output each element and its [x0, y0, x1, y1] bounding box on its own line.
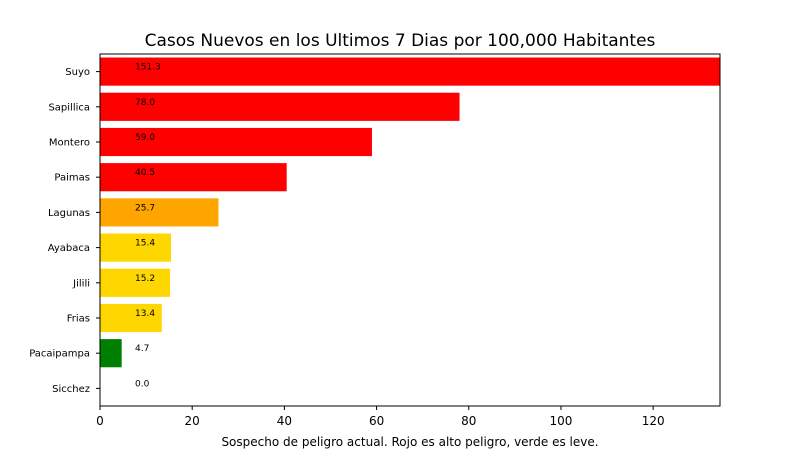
data-label-pacaipampa: 4.7: [135, 344, 149, 354]
data-label-lagunas: 25.7: [135, 203, 155, 213]
bar-sapillica: [100, 92, 460, 121]
x-tick-label: 80: [461, 414, 476, 428]
bar-suyo: [100, 57, 720, 86]
chart-title: Casos Nuevos en los Ultimos 7 Dias por 1…: [145, 31, 656, 51]
x-tick-label: 0: [96, 414, 104, 428]
bar-ayabaca: [100, 233, 171, 262]
bar-montero: [100, 127, 372, 157]
x-tick-label: 120: [642, 414, 665, 428]
y-tick-label-ayabaca: Ayabaca: [48, 243, 90, 254]
bar-frias: [100, 303, 162, 333]
y-tick-label-montero: Montero: [49, 138, 90, 149]
y-tick-label-jilili: Jilili: [72, 278, 90, 289]
y-tick-label-paimas: Paimas: [54, 173, 90, 184]
data-label-frias: 13.4: [135, 309, 155, 319]
bar-paimas: [100, 163, 287, 192]
x-tick-label: 100: [550, 414, 573, 428]
y-tick-label-frias: Frias: [67, 314, 90, 325]
data-label-sicchez: 0.0: [135, 379, 150, 389]
y-tick-label-suyo: Suyo: [65, 67, 90, 78]
data-label-montero: 59.0: [135, 133, 155, 143]
data-label-suyo: 151.3: [135, 63, 161, 73]
bar-jilili: [100, 268, 171, 297]
bar-pacaipampa: [100, 339, 122, 368]
plot-frame: [99, 53, 721, 407]
y-tick-label-pacaipampa: Pacaipampa: [29, 349, 90, 360]
x-axis-label: Sospecho de peligro actual. Rojo es alto…: [221, 435, 598, 449]
y-tick-label-sapillica: Sapillica: [48, 102, 90, 113]
data-label-jilili: 15.2: [135, 274, 155, 284]
x-tick-label: 60: [369, 414, 384, 428]
bar-lagunas: [100, 198, 219, 227]
y-tick-label-sicchez: Sicchez: [52, 384, 90, 395]
data-label-ayabaca: 15.4: [135, 239, 155, 249]
x-tick-label: 40: [277, 414, 292, 428]
data-label-paimas: 40.5: [135, 168, 155, 178]
x-tick-label: 20: [185, 414, 200, 428]
data-label-sapillica: 78.0: [135, 98, 155, 108]
y-tick-label-lagunas: Lagunas: [48, 208, 90, 219]
